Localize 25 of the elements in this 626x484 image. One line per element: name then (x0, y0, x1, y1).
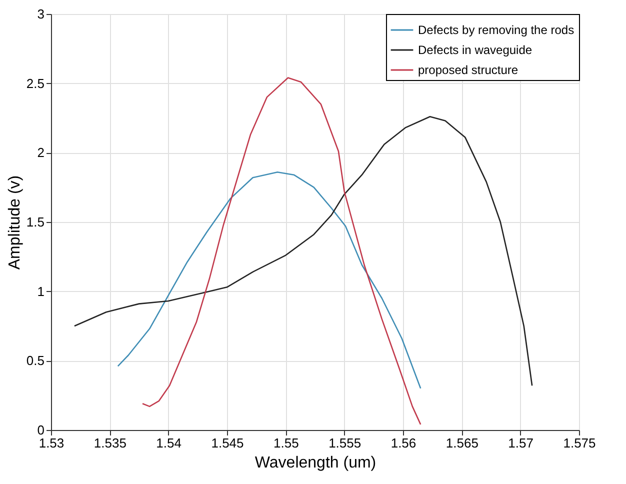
y-tick-label: 2.5 (26, 76, 44, 91)
y-tick-label: 0 (37, 422, 44, 438)
y-tick-label: 1.5 (26, 214, 44, 230)
x-axis-title: Wavelength (um) (254, 454, 376, 472)
x-tick-label: 1.54 (156, 436, 182, 450)
x-tick-label: 1.555 (328, 436, 362, 450)
line-series (117, 171, 422, 390)
x-tick-label: 1.57 (508, 436, 534, 450)
legend-label: Defects in waveguide (418, 43, 532, 57)
line-series (142, 77, 422, 426)
legend-label: Defects by removing the rods (418, 23, 574, 37)
line-series (74, 116, 533, 386)
y-axis-title: Amplitude (v) (6, 175, 24, 270)
x-tick-label: 1.535 (94, 436, 126, 450)
x-tick-label: 1.545 (211, 436, 244, 450)
x-tick-label: 1.53 (38, 436, 64, 450)
x-tick-label: 1.56 (390, 436, 416, 450)
y-tick-label: 0.5 (26, 353, 44, 368)
x-tick-label: 1.575 (563, 436, 596, 450)
x-tick-label: 1.565 (446, 436, 478, 450)
x-tick-label: 1.55 (274, 436, 299, 450)
y-tick-label: 1 (37, 284, 44, 299)
y-tick-label: 2 (37, 145, 44, 160)
y-tick-label: 3 (37, 6, 44, 22)
legend-label: proposed structure (418, 63, 518, 77)
